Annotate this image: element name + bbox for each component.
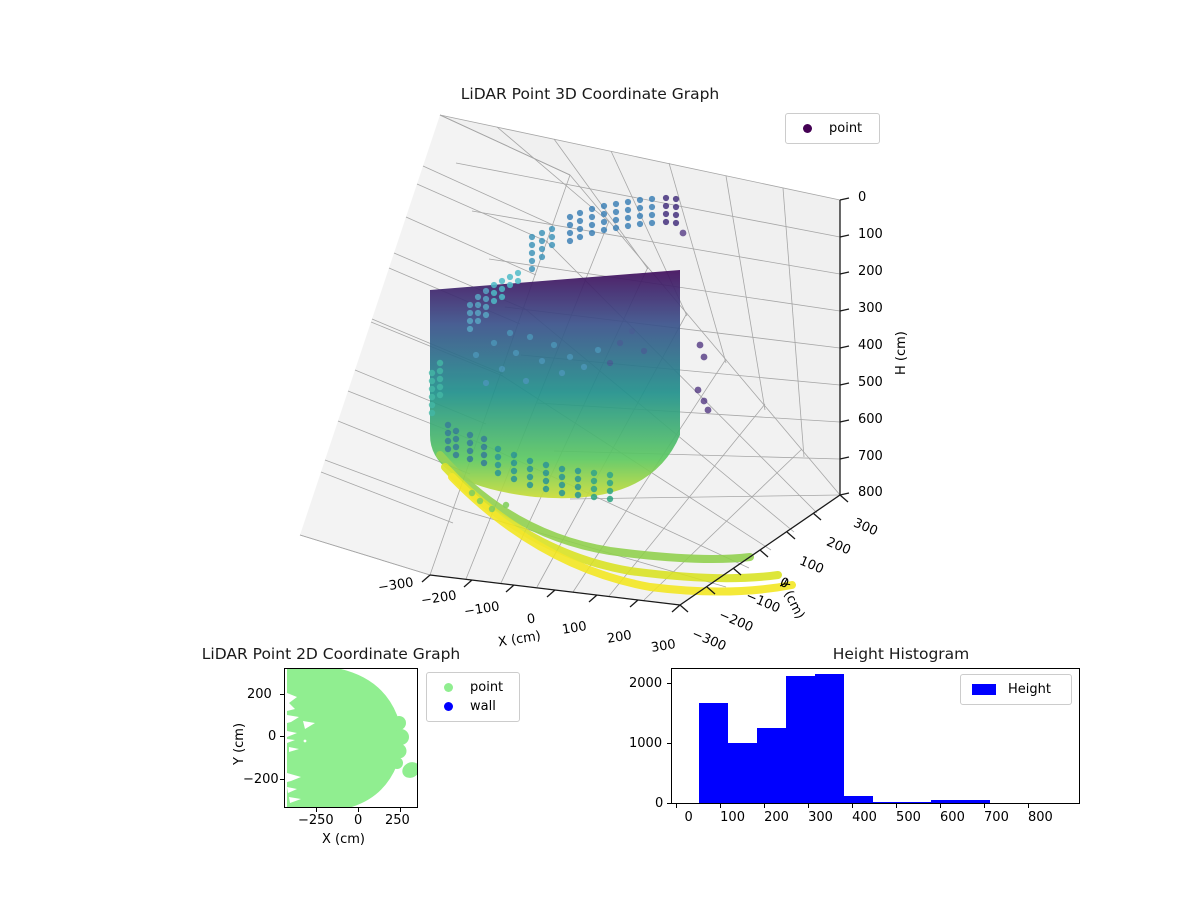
xtick-label-2d: 0: [354, 813, 363, 828]
ztick-label: 0: [858, 190, 867, 205]
histogram-bar: [844, 796, 874, 803]
xtick-label-2d: 250: [385, 813, 410, 828]
histogram-bar: [902, 801, 932, 803]
xtick-label-hist: 700: [984, 810, 1009, 825]
zticks-3d: [839, 197, 850, 496]
plot3d-legend[interactable]: point: [785, 113, 880, 144]
histogram-legend[interactable]: Height: [960, 674, 1072, 705]
yticks-3d: [679, 494, 849, 613]
ztick-label: 600: [858, 412, 883, 427]
ytick-label-2d: 0: [268, 729, 277, 744]
floor-columns: [444, 421, 614, 503]
yaxis-label-2d: Y (cm): [232, 722, 247, 765]
xtick-label-hist: 100: [720, 810, 745, 825]
point-cloud-3d: [428, 194, 796, 596]
histogram-bar: [873, 801, 903, 803]
plot3d-canvas: [299, 114, 850, 613]
histogram-bar: [931, 800, 961, 803]
ztick-label: 800: [858, 485, 883, 500]
histogram-bar: [815, 673, 845, 803]
ztick-label: 700: [858, 449, 883, 464]
point-cloud-notches: [287, 693, 315, 803]
ztick-label: 400: [858, 338, 883, 353]
xtick-label-hist: 200: [764, 810, 789, 825]
floor-arc-yellow-2: [448, 473, 796, 596]
lidar-3d-plot-panel: LiDAR Point 3D Coordinate Graph: [280, 85, 909, 665]
point-cloud-lobes: [391, 716, 417, 778]
floor-arc-green: [436, 451, 754, 563]
height-patch-icon: [969, 684, 999, 695]
plot2d-canvas: [287, 669, 417, 807]
ztick-label: 100: [858, 227, 883, 242]
ztick-label: 500: [858, 375, 883, 390]
legend-label: point: [829, 121, 863, 136]
histogram-bar: [960, 799, 990, 803]
histogram-bar: [699, 702, 729, 803]
plot2d-legend[interactable]: point wall: [426, 672, 520, 722]
legend-item-wall[interactable]: wall: [435, 697, 511, 716]
xtick-label-hist: 500: [896, 810, 921, 825]
xtick-label-hist: 600: [940, 810, 965, 825]
sparse-points: [472, 229, 712, 414]
lidar-2d-plot-panel: LiDAR Point 2D Coordinate Graph: [150, 640, 570, 870]
xtick-label-hist: 300: [808, 810, 833, 825]
histogram-bar: [757, 727, 787, 803]
ytick-label-2d: −200: [243, 772, 279, 787]
grid-yz-horizontal: [439, 114, 841, 500]
legend-item-point[interactable]: point: [794, 119, 871, 138]
plot3d-title: LiDAR Point 3D Coordinate Graph: [460, 85, 720, 103]
pane-yz: [440, 115, 840, 495]
legend-item-height[interactable]: Height: [969, 680, 1063, 699]
point-cloud-2d: [287, 669, 401, 807]
ztick-label: 300: [858, 301, 883, 316]
rim-points-upper: [466, 194, 680, 333]
histogram-bar: [786, 676, 816, 803]
wall-marker-icon: [435, 702, 461, 711]
histogram-bar: [728, 742, 758, 803]
ztick-label: 200: [858, 264, 883, 279]
xtick-label-hist: 400: [852, 810, 877, 825]
ytick-label-hist: 0: [655, 796, 664, 811]
xtick-label-2d: −250: [298, 813, 334, 828]
floor-speckles: [468, 489, 510, 513]
histogram-bars: [672, 669, 1079, 803]
legend-item-point[interactable]: point: [435, 678, 511, 697]
legend-label: wall: [470, 699, 496, 714]
histogram-axes[interactable]: [671, 668, 1080, 804]
zaxis-label-3d: H (cm): [894, 331, 909, 375]
xaxis-label-2d: X (cm): [322, 832, 365, 847]
xticks-3d: [421, 574, 681, 613]
plot2d-title: LiDAR Point 2D Coordinate Graph: [201, 645, 461, 663]
xtick-label-hist: 800: [1027, 810, 1053, 825]
legend-label: point: [470, 680, 504, 695]
plot2d-axes[interactable]: [284, 668, 418, 808]
ytick-label-hist: 2000: [629, 676, 663, 691]
height-histogram-panel: Height Histogram 0 1000 2000 0 100 200 300 4…: [620, 640, 1180, 870]
legend-label: Height: [1008, 682, 1051, 697]
histogram-title: Height Histogram: [832, 645, 970, 663]
ytick-label-2d: 200: [247, 687, 272, 702]
xtick-label-hist: 0: [684, 810, 693, 825]
point-marker-icon: [794, 124, 820, 133]
point-marker-icon: [435, 683, 461, 692]
ytick-label-hist: 1000: [629, 736, 663, 751]
